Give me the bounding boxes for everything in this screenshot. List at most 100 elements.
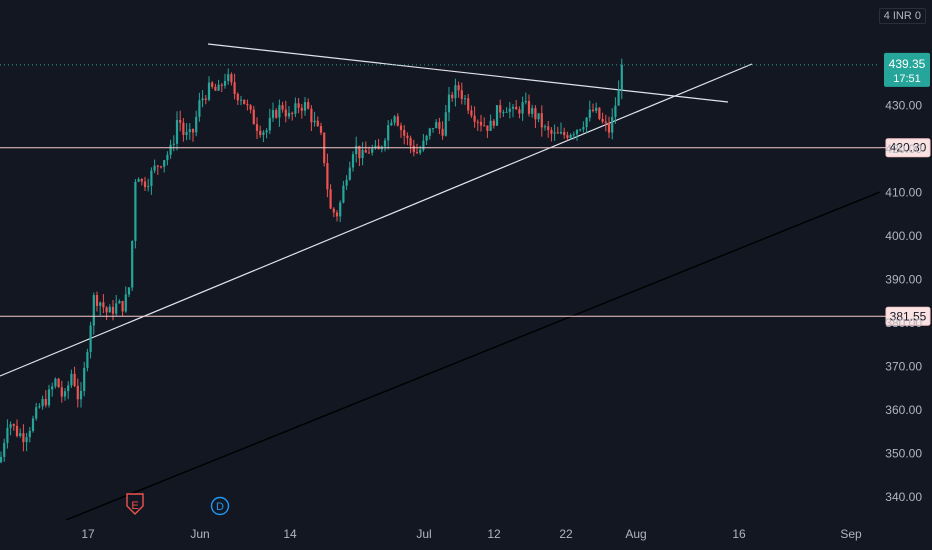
price-axis[interactable]: 340.00 350.00 360.00 370.00 380.00 390.00 400.… — [885, 99, 922, 505]
candle-body — [12, 424, 15, 426]
candle-body — [387, 125, 390, 141]
candle-body — [374, 145, 377, 149]
candle-body — [6, 427, 9, 443]
candle-body — [275, 110, 278, 118]
candle-body — [425, 135, 428, 141]
candle-body — [310, 108, 313, 123]
candle-body — [489, 120, 492, 131]
candle-body — [332, 208, 335, 213]
x-tick-label: 22 — [559, 527, 573, 541]
current-price-box — [884, 52, 930, 87]
candle-body — [451, 94, 454, 99]
candle-body — [182, 122, 185, 135]
candle-body — [479, 121, 483, 126]
candle-body — [143, 181, 147, 188]
candle-body — [307, 102, 310, 109]
candle-body — [255, 124, 259, 131]
candle-body — [569, 134, 572, 138]
candle-body — [348, 167, 351, 180]
candle-body — [422, 140, 425, 150]
y-tick-label: 420.00 — [885, 142, 922, 156]
candle-body — [89, 325, 92, 352]
candle-body — [169, 144, 172, 155]
candle-body — [547, 126, 550, 130]
candle-body — [134, 181, 137, 241]
x-tick-label: Sep — [840, 527, 862, 541]
candle-body — [25, 437, 28, 443]
candle-body — [521, 102, 524, 114]
y-tick-label: 380.00 — [885, 316, 922, 330]
candle-body — [252, 109, 255, 125]
candle-body — [470, 110, 473, 116]
candle-body — [505, 111, 508, 113]
candle-body — [83, 367, 86, 391]
earnings-marker[interactable]: E — [126, 493, 144, 515]
candle-body — [22, 433, 25, 443]
candle-body — [559, 131, 563, 134]
candle-body — [390, 122, 393, 126]
candle-body — [431, 128, 435, 130]
candle-body — [140, 178, 143, 182]
candle-body — [550, 129, 553, 134]
candle-body — [239, 99, 243, 101]
candle-body — [566, 135, 569, 138]
candle-body — [9, 424, 12, 428]
time-axis[interactable]: 17 Jun 14 Jul 12 22 Aug 16 Sep — [81, 527, 862, 541]
candle-body — [76, 385, 79, 400]
currency-label[interactable]: 4 INR 0 — [878, 8, 926, 24]
candle-body — [262, 132, 265, 136]
candle-body — [326, 163, 329, 190]
candle-body — [361, 150, 364, 159]
candle-body — [207, 82, 211, 100]
candle-body — [438, 122, 441, 129]
candle-body — [460, 90, 463, 99]
candle-body — [92, 295, 95, 326]
y-tick-label: 390.00 — [885, 273, 922, 287]
candle-body — [435, 122, 438, 129]
candle-body — [367, 152, 371, 154]
candle-body — [3, 442, 6, 457]
descending-trendline[interactable] — [207, 43, 729, 103]
candle-body — [585, 117, 588, 128]
current-price-badge: 439.35 17:51 — [0, 52, 930, 87]
candle-body — [150, 170, 153, 186]
candle-body — [246, 103, 249, 106]
candle-body — [211, 82, 214, 87]
candle-body — [105, 307, 108, 313]
candle-body — [371, 148, 374, 153]
candle-body — [127, 287, 131, 295]
candle-body — [316, 120, 319, 127]
candle-body — [243, 99, 246, 104]
level-price-text: 420.30 — [890, 141, 927, 155]
candle-body — [287, 112, 291, 117]
candle-body — [483, 125, 486, 127]
candle-body — [563, 131, 566, 136]
candle-body — [73, 373, 76, 386]
y-tick-label: 350.00 — [885, 447, 922, 461]
candle-body — [412, 145, 415, 153]
candle-body — [217, 84, 220, 91]
y-tick-label: 400.00 — [885, 229, 922, 243]
earnings-marker-letter: E — [131, 500, 138, 512]
candle-body — [249, 105, 252, 110]
dividend-marker[interactable]: D — [210, 496, 230, 516]
candle-body — [95, 295, 99, 306]
candle-body — [329, 189, 332, 209]
candle-body — [537, 113, 540, 120]
y-tick-label: 370.00 — [885, 360, 922, 374]
candle-body — [284, 109, 287, 117]
candle-body — [428, 128, 431, 136]
candle-body — [223, 80, 227, 86]
candle-body — [281, 105, 284, 110]
channel-trendline[interactable] — [65, 191, 881, 521]
candle-body — [399, 125, 403, 131]
candle-body — [38, 406, 41, 408]
ascending-trendline[interactable] — [0, 63, 753, 377]
candle-body — [297, 103, 300, 108]
candle-body — [553, 132, 556, 134]
candle-body — [339, 202, 342, 217]
candle-body — [102, 302, 105, 308]
candle-body — [220, 84, 223, 86]
